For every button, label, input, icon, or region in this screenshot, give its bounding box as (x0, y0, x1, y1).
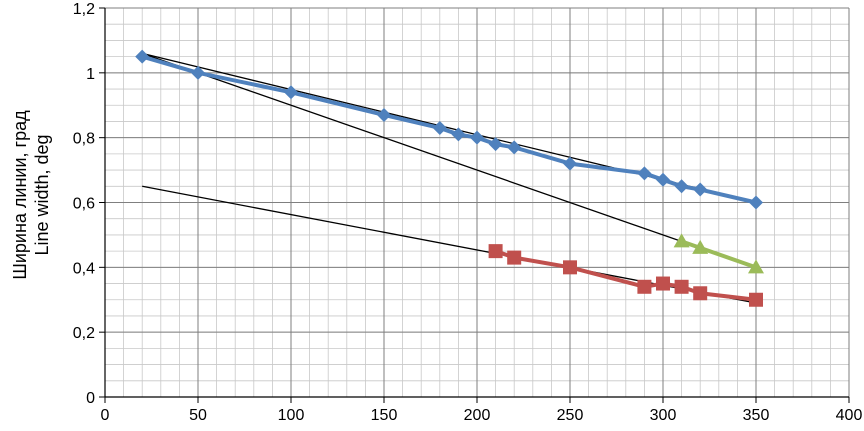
x-tick-label: 150 (371, 407, 398, 424)
diamond-marker (191, 65, 205, 80)
y-tick-label: 0,4 (73, 260, 95, 277)
x-tick-label: 50 (189, 407, 207, 424)
diamond-marker (432, 120, 447, 135)
y-axis-label-en: Line width, deg (32, 134, 52, 255)
square-marker (749, 292, 763, 307)
diamond-marker (507, 140, 522, 155)
x-tick-label: 350 (743, 407, 770, 424)
y-tick-label: 0,8 (73, 131, 95, 148)
trendline (141, 52, 757, 268)
diamond-marker (749, 195, 763, 210)
y-tick-label: 1,2 (73, 1, 95, 18)
square-marker (674, 279, 689, 294)
y-tick-label: 0,2 (73, 325, 95, 342)
triangle-marker (748, 259, 764, 274)
square-marker (693, 286, 708, 301)
square-marker (488, 244, 503, 259)
square-marker (637, 279, 652, 294)
x-tick-label: 200 (464, 407, 491, 424)
x-tick-label: 0 (101, 407, 110, 424)
diamond-marker (470, 130, 484, 145)
y-axis-label-ru: Ширина линии, град (10, 110, 30, 280)
x-tick-label: 100 (278, 407, 305, 424)
y-tick-label: 0,6 (73, 196, 95, 213)
data-series (135, 49, 764, 307)
diamond-marker (656, 172, 670, 187)
triangle-marker (692, 239, 709, 254)
diamond-marker (693, 182, 708, 197)
diamond-marker (451, 127, 466, 142)
x-tick-label: 400 (836, 407, 863, 424)
square-marker (563, 260, 577, 275)
y-tick-label: 1 (86, 66, 95, 83)
triangle-marker (673, 233, 690, 248)
diamond-marker (284, 85, 298, 100)
square-marker (507, 250, 522, 265)
grid-lines (104, 7, 850, 398)
diamond-marker (135, 49, 150, 64)
square-marker (656, 276, 670, 291)
diamond-marker (488, 137, 503, 152)
diamond-marker (563, 156, 577, 171)
x-tick-label: 300 (650, 407, 677, 424)
diamond-marker (674, 179, 689, 194)
x-tick-label: 250 (557, 407, 584, 424)
tick-labels: 0 50 100 150 200 250 300 350 400 0 0,2 0,4 0,6 0,8 1 1,… (73, 1, 863, 424)
y-tick-label: 0 (86, 390, 95, 407)
diamond-marker (637, 166, 652, 181)
axes (99, 7, 850, 403)
diamond-marker (377, 107, 391, 122)
